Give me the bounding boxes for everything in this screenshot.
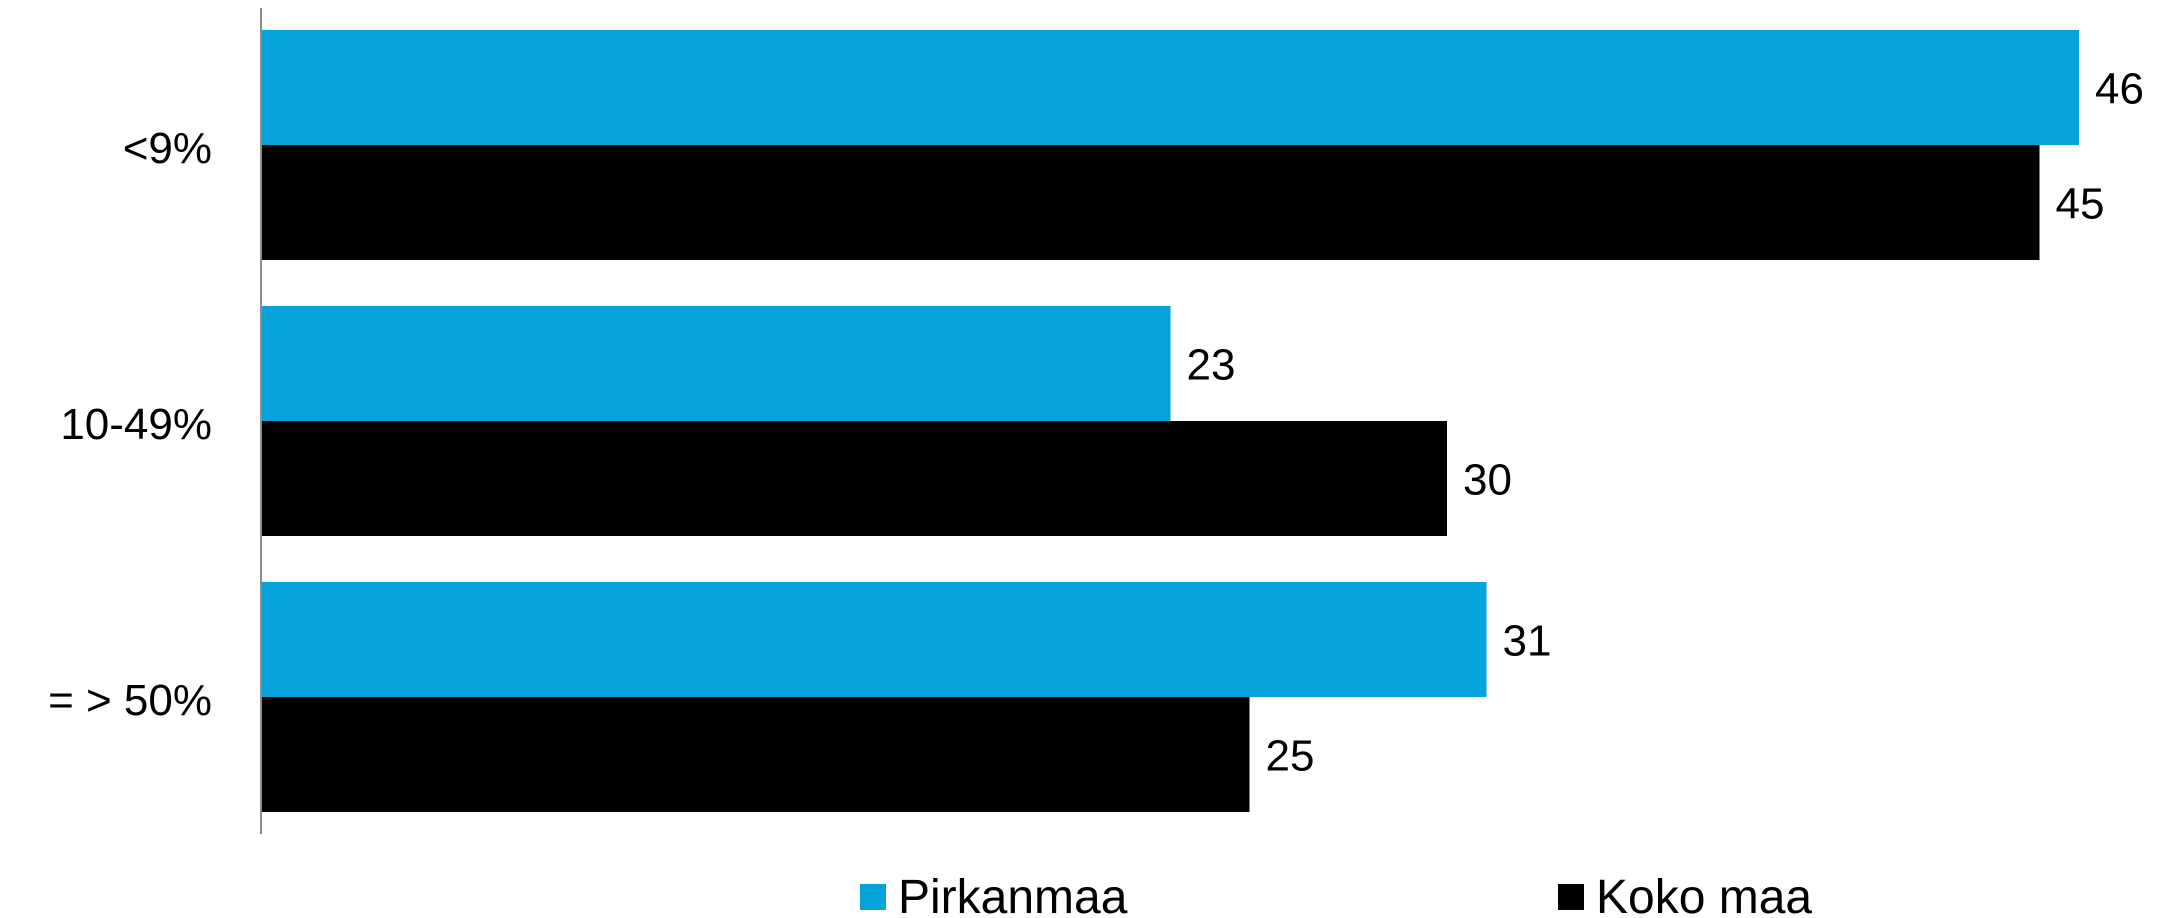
data-label: 30 — [1463, 456, 1512, 505]
bars-group — [262, 30, 2079, 812]
data-label: 23 — [1187, 341, 1236, 390]
category-label: <9% — [123, 124, 212, 173]
legend-swatch — [860, 884, 886, 910]
data-label: 25 — [1266, 732, 1315, 781]
category-label: 10-49% — [60, 400, 212, 449]
legend-label: Koko maa — [1596, 871, 1812, 918]
data-label: 31 — [1503, 617, 1552, 666]
category-label: = > 50% — [48, 676, 212, 725]
bar-koko-maa — [262, 697, 1250, 812]
bar-pirkanmaa — [262, 30, 2079, 145]
labels-group: <9% 46 45 10-49% 23 30 = > 50% 31 25 — [48, 65, 2144, 781]
bar-koko-maa — [262, 421, 1447, 536]
bar-pirkanmaa — [262, 582, 1487, 697]
legend-swatch — [1558, 884, 1584, 910]
bar-pirkanmaa — [262, 306, 1171, 421]
data-label: 45 — [2056, 180, 2105, 229]
legend: Pirkanmaa Koko maa — [860, 871, 1812, 918]
data-label: 46 — [2095, 65, 2144, 114]
legend-label: Pirkanmaa — [898, 871, 1128, 918]
bar-koko-maa — [262, 145, 2040, 260]
